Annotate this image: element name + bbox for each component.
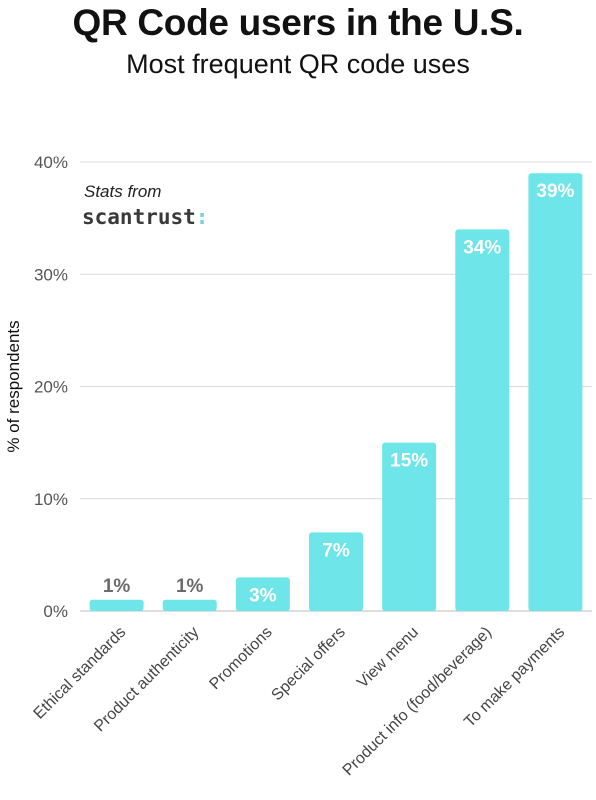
x-tick-label: Special offers bbox=[268, 624, 348, 704]
y-tick-label: 10% bbox=[34, 490, 68, 509]
bar bbox=[455, 229, 509, 611]
brand-name: scantrust bbox=[82, 205, 196, 229]
y-tick-label: 20% bbox=[34, 378, 68, 397]
bar bbox=[163, 600, 217, 611]
data-label: 3% bbox=[249, 585, 277, 606]
bar bbox=[90, 600, 144, 611]
data-label: 15% bbox=[390, 451, 428, 472]
data-label: 39% bbox=[536, 181, 574, 202]
y-tick-label: 40% bbox=[34, 153, 68, 172]
brand-suffix: : bbox=[196, 205, 209, 229]
attribution-prefix: Stats from bbox=[84, 182, 161, 202]
y-axis-label: % of respondents bbox=[4, 320, 23, 452]
x-tick-label: Promotions bbox=[206, 624, 275, 693]
y-tick-label: 0% bbox=[43, 602, 68, 621]
bar bbox=[528, 173, 582, 611]
x-tick-label: Product info (food/beverage) bbox=[340, 624, 495, 779]
data-label: 1% bbox=[176, 576, 204, 597]
data-label: 34% bbox=[463, 237, 501, 258]
y-tick-label: 30% bbox=[34, 265, 68, 284]
x-tick-label: View menu bbox=[354, 624, 422, 692]
data-label: 7% bbox=[322, 540, 350, 561]
data-label: 1% bbox=[103, 576, 131, 597]
scantrust-logo: scantrust: bbox=[82, 205, 208, 229]
